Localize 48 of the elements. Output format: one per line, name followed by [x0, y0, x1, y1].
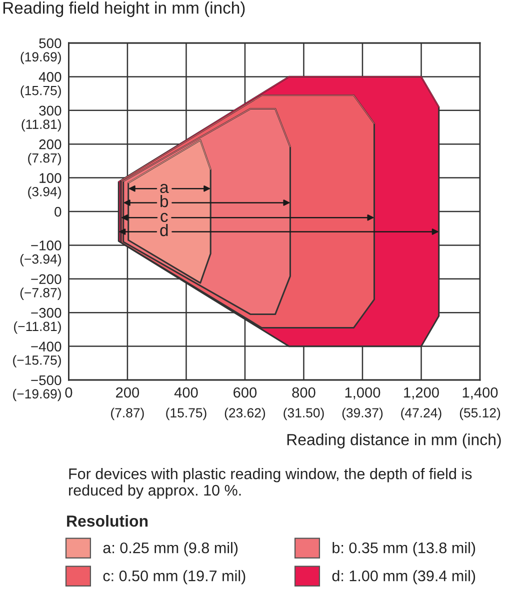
y2-tick-label: (−7.87)	[20, 288, 61, 300]
x2-tick-label: (7.87)	[111, 408, 144, 420]
x-tick-label: 600	[234, 387, 257, 398]
legend-title: Resolution	[67, 515, 148, 527]
x2-tick-label: (15.75)	[166, 408, 206, 420]
x-tick-label: 0	[65, 387, 72, 398]
annotation: c	[160, 212, 168, 222]
x2-tick-label: (47.24)	[401, 408, 442, 420]
y-tick-label: 500	[39, 38, 62, 48]
y2-tick-label: (−3.94)	[20, 254, 61, 266]
y-tick-label: −100	[31, 240, 62, 250]
y2-tick-label: (11.81)	[22, 119, 61, 132]
y2-tick-label: (−11.81)	[14, 321, 61, 334]
legend-label: d: 1.00 mm (39.4 mil)	[332, 570, 476, 584]
y-tick-label: 300	[39, 106, 62, 116]
y2-tick-label: (3.94)	[28, 186, 61, 199]
x-tick-label: 1,000	[345, 387, 380, 400]
y2-tick-label: (−19.69)	[13, 388, 61, 402]
y2-tick-label: (19.69)	[20, 52, 61, 64]
y-tick-label: 0	[54, 206, 62, 217]
x-tick-label: 1,400	[462, 387, 498, 400]
annotation: b	[160, 194, 168, 208]
annotation: a	[160, 184, 169, 194]
legend-label: c: 0.50 mm (19.7 mil)	[103, 570, 246, 584]
x2-tick-label: (55.12)	[460, 408, 500, 420]
y-tick-label: 400	[38, 72, 62, 82]
y-tick-label: −300	[31, 308, 62, 318]
x-tick-label: 1,200	[404, 387, 439, 400]
text: For devices with plastic reading window, the depth of field is reduced by approx. 10 %.	[69, 468, 472, 499]
y2-tick-label: (15.75)	[20, 86, 61, 98]
annotation: d	[160, 224, 168, 236]
y-tick-label: −500	[31, 375, 62, 386]
legend-label: a: 0.25 mm (9.8 mil)	[103, 542, 238, 556]
y-tick-label: −400	[31, 342, 62, 352]
x-tick-label: 200	[116, 387, 140, 398]
y-axis-title: Reading field height in mm (inch)	[3, 2, 245, 18]
x-axis-title: Reading distance in mm (inch)	[287, 434, 501, 448]
x2-tick-label: (31.50)	[284, 408, 324, 420]
x2-tick-label: (23.62)	[224, 408, 266, 420]
x-tick-label: 800	[292, 387, 316, 398]
y-tick-label: −200	[31, 274, 62, 284]
y2-tick-label: (−15.75)	[13, 355, 61, 368]
y-tick-label: 200	[39, 139, 62, 150]
y-tick-label: 100	[40, 173, 62, 183]
y2-tick-label: (7.87)	[28, 152, 61, 166]
x2-tick-label: (39.37)	[342, 408, 383, 420]
x-tick-label: 400	[174, 387, 198, 398]
legend-label: b: 0.35 mm (13.8 mil)	[332, 542, 476, 556]
